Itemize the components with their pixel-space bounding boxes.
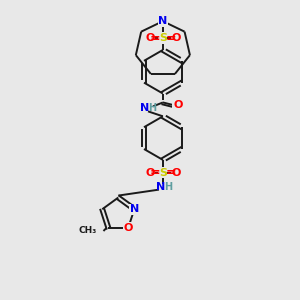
Text: CH₃: CH₃: [78, 226, 97, 236]
Text: =: =: [150, 166, 160, 179]
Text: O: O: [171, 33, 180, 43]
Text: O: O: [145, 168, 155, 178]
Text: =: =: [166, 166, 176, 179]
Text: O: O: [145, 33, 155, 43]
Text: O: O: [173, 100, 182, 110]
Text: =: =: [150, 32, 160, 44]
Text: N: N: [140, 103, 150, 113]
Text: N: N: [158, 16, 167, 26]
Text: O: O: [124, 223, 133, 233]
Text: N: N: [156, 182, 166, 192]
Text: =: =: [166, 32, 176, 44]
Text: S: S: [159, 33, 167, 43]
Text: O: O: [171, 168, 180, 178]
Text: H: H: [148, 103, 156, 113]
Text: N: N: [130, 204, 139, 214]
Text: H: H: [164, 182, 172, 192]
Text: S: S: [159, 168, 167, 178]
